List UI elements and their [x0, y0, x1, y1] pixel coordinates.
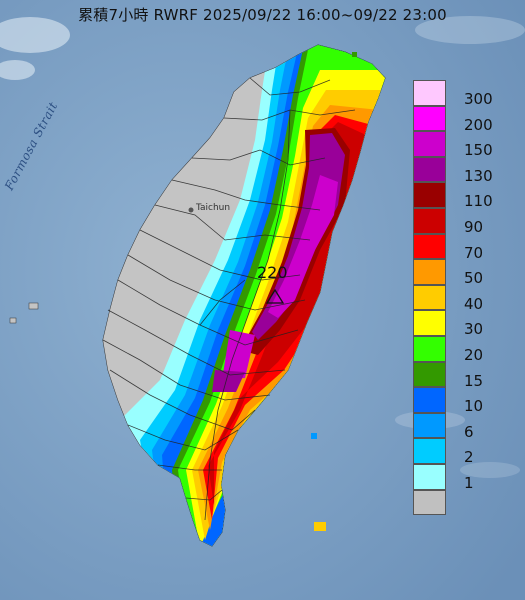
legend-label: 20: [464, 345, 484, 364]
legend-swatch: [413, 361, 446, 388]
offshore-islands: [9, 52, 357, 531]
legend-swatch: [413, 105, 446, 132]
legend-row: [413, 489, 513, 516]
legend-row: 200: [413, 105, 513, 134]
legend-label: 10: [464, 397, 484, 416]
legend-label: 90: [464, 217, 484, 236]
legend-swatch: [413, 438, 446, 464]
legend-label: 130: [464, 166, 493, 185]
map-title: 累積7小時 RWRF 2025/09/22 16:00~09/22 23:00: [78, 6, 447, 24]
city-label: Taichun: [196, 203, 231, 213]
legend-label: 300: [464, 90, 493, 108]
legend-swatch: [413, 182, 446, 208]
legend-swatch: [413, 310, 446, 336]
legend-row: 20: [413, 335, 513, 364]
legend-label: 1: [464, 473, 474, 492]
city-marker-icon: [188, 207, 194, 213]
legend-label: 15: [464, 371, 484, 390]
legend-swatch: [413, 156, 446, 183]
legend-swatch: [413, 335, 446, 362]
legend-label: 150: [464, 141, 493, 160]
district-boundaries: [102, 77, 356, 521]
legend: 300 200 150 130 110 90 70 50 40 30 20 15 10 6 2 1: [413, 80, 513, 516]
legend-swatch: [413, 489, 446, 516]
legend-row: 300: [413, 80, 513, 108]
legend-row: 10: [413, 387, 513, 416]
legend-label: 70: [464, 243, 484, 262]
legend-row: 2: [413, 438, 513, 467]
legend-row: 1: [413, 463, 513, 492]
legend-swatch: [413, 463, 446, 490]
legend-swatch: [413, 207, 446, 234]
legend-row: 150: [413, 131, 513, 160]
legend-label: 2: [464, 448, 474, 467]
legend-label: 40: [464, 294, 484, 313]
legend-label: 30: [464, 320, 484, 339]
legend-label: 200: [464, 115, 493, 134]
peak-value: 220: [257, 263, 288, 282]
legend-row: 90: [413, 207, 513, 236]
legend-row: 6: [413, 412, 513, 441]
legend-row: 30: [413, 310, 513, 339]
cloud-texture: [0, 16, 525, 478]
legend-row: 110: [413, 182, 513, 211]
legend-swatch: [413, 412, 446, 439]
legend-row: 50: [413, 259, 513, 288]
legend-row: 15: [413, 361, 513, 390]
legend-swatch: [413, 233, 446, 260]
legend-swatch: [413, 259, 446, 285]
legend-label: 50: [464, 269, 484, 288]
legend-swatch: [413, 284, 446, 311]
peak-marker-icon: [265, 288, 285, 304]
legend-label: 110: [464, 192, 493, 211]
legend-swatch: [413, 80, 446, 106]
legend-label: 6: [464, 422, 474, 441]
legend-row: 40: [413, 284, 513, 313]
legend-swatch: [413, 131, 446, 157]
legend-row: 130: [413, 156, 513, 185]
legend-row: 70: [413, 233, 513, 262]
legend-swatch: [413, 387, 446, 413]
